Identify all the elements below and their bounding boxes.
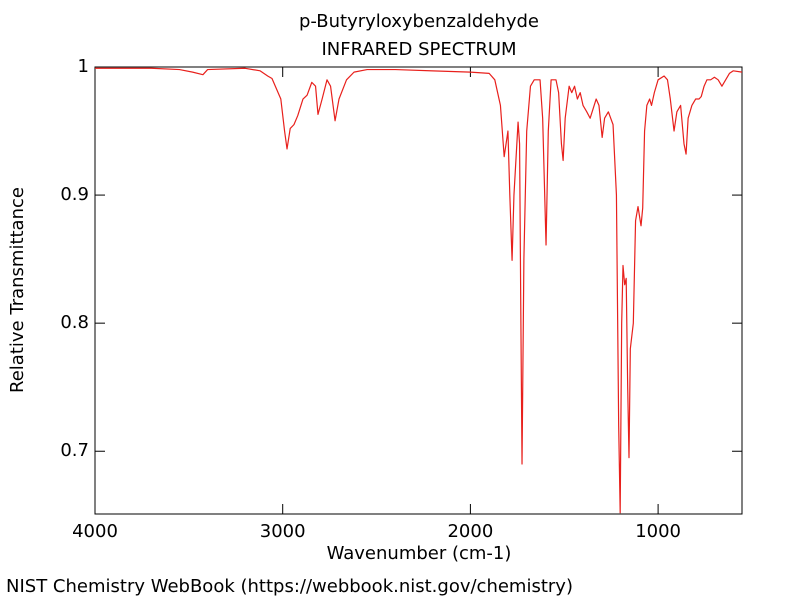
y-tick-label: 0.9: [60, 184, 89, 205]
y-tick-label: 0.8: [60, 312, 89, 333]
chart-subtitle: INFRARED SPECTRUM: [321, 39, 516, 60]
y-tick-label: 1: [78, 56, 89, 77]
x-tick-label: 3000: [260, 521, 306, 542]
y-tick-label: 0.7: [60, 440, 89, 461]
y-axis-label: Relative Transmittance: [7, 187, 28, 393]
chart-title: p-Butyryloxybenzaldehyde: [299, 11, 539, 32]
plot-frame: [94, 66, 743, 515]
spectrum-line: [95, 67, 743, 514]
x-axis-label: Wavenumber (cm-1): [327, 543, 512, 564]
x-tick-label: 2000: [447, 521, 493, 542]
x-tick-label: 4000: [72, 521, 118, 542]
source-note: NIST Chemistry WebBook (https://webbook.…: [6, 576, 573, 597]
x-tick-label: 1000: [635, 521, 681, 542]
